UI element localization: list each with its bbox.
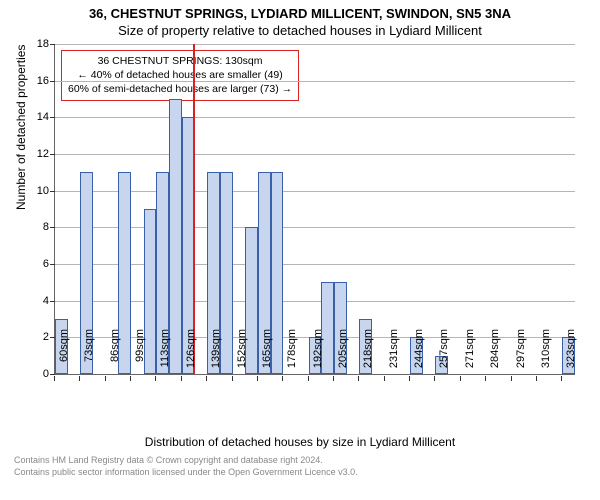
annotation-line3: 60% of semi-detached houses are larger (… xyxy=(68,82,292,96)
x-tick-label: 284sqm xyxy=(489,329,501,384)
y-tick-mark xyxy=(50,44,55,45)
x-tick-mark xyxy=(79,376,80,381)
y-tick-label: 2 xyxy=(25,331,49,343)
y-tick-mark xyxy=(50,374,55,375)
y-tick-mark xyxy=(50,301,55,302)
y-tick-label: 14 xyxy=(25,111,49,123)
y-tick-mark xyxy=(50,117,55,118)
property-marker-line xyxy=(193,44,195,374)
x-tick-label: 86sqm xyxy=(109,329,121,384)
x-tick-mark xyxy=(308,376,309,381)
gridline xyxy=(55,44,575,45)
x-tick-mark xyxy=(460,376,461,381)
y-tick-label: 0 xyxy=(25,368,49,380)
title-subtitle: Size of property relative to detached ho… xyxy=(0,23,600,38)
x-tick-label: 257sqm xyxy=(438,329,450,384)
x-tick-label: 165sqm xyxy=(261,329,273,384)
x-tick-label: 323sqm xyxy=(565,329,577,384)
annotation-line1: 36 CHESTNUT SPRINGS: 130sqm xyxy=(68,54,292,68)
y-tick-mark xyxy=(50,264,55,265)
gridline xyxy=(55,191,575,192)
x-tick-label: 126sqm xyxy=(185,329,197,384)
x-tick-mark xyxy=(434,376,435,381)
property-annotation-box: 36 CHESTNUT SPRINGS: 130sqm ← 40% of det… xyxy=(61,50,299,101)
x-tick-label: 192sqm xyxy=(312,329,324,384)
gridline xyxy=(55,154,575,155)
x-tick-mark xyxy=(485,376,486,381)
y-tick-label: 10 xyxy=(25,185,49,197)
footer-line2: Contains public sector information licen… xyxy=(14,467,600,479)
x-tick-label: 139sqm xyxy=(210,329,222,384)
footer-attribution: Contains HM Land Registry data © Crown c… xyxy=(0,449,600,478)
y-tick-label: 8 xyxy=(25,221,49,233)
x-axis-label: Distribution of detached houses by size … xyxy=(0,435,600,449)
x-tick-label: 310sqm xyxy=(540,329,552,384)
footer-line1: Contains HM Land Registry data © Crown c… xyxy=(14,455,600,467)
x-tick-mark xyxy=(105,376,106,381)
x-tick-label: 178sqm xyxy=(286,329,298,384)
x-tick-label: 113sqm xyxy=(159,329,171,384)
x-tick-mark xyxy=(282,376,283,381)
x-tick-label: 218sqm xyxy=(362,329,374,384)
y-tick-mark xyxy=(50,191,55,192)
x-tick-mark xyxy=(155,376,156,381)
y-tick-label: 12 xyxy=(25,148,49,160)
gridline xyxy=(55,264,575,265)
gridline xyxy=(55,227,575,228)
x-tick-label: 297sqm xyxy=(515,329,527,384)
x-tick-mark xyxy=(333,376,334,381)
x-tick-mark xyxy=(409,376,410,381)
gridline xyxy=(55,301,575,302)
histogram-chart: 36 CHESTNUT SPRINGS: 130sqm ← 40% of det… xyxy=(54,44,575,375)
x-tick-label: 73sqm xyxy=(83,329,95,384)
x-tick-mark xyxy=(358,376,359,381)
y-tick-mark xyxy=(50,81,55,82)
y-tick-label: 18 xyxy=(25,38,49,50)
x-tick-mark xyxy=(181,376,182,381)
x-tick-mark xyxy=(561,376,562,381)
x-tick-mark xyxy=(511,376,512,381)
chart-header: 36, CHESTNUT SPRINGS, LYDIARD MILLICENT,… xyxy=(0,0,600,38)
y-tick-mark xyxy=(50,227,55,228)
y-tick-label: 4 xyxy=(25,295,49,307)
x-tick-label: 205sqm xyxy=(337,329,349,384)
gridline xyxy=(55,81,575,82)
x-tick-mark xyxy=(206,376,207,381)
x-tick-label: 60sqm xyxy=(58,329,70,384)
gridline xyxy=(55,117,575,118)
title-address: 36, CHESTNUT SPRINGS, LYDIARD MILLICENT,… xyxy=(0,6,600,21)
y-tick-label: 6 xyxy=(25,258,49,270)
x-tick-label: 244sqm xyxy=(413,329,425,384)
x-tick-mark xyxy=(232,376,233,381)
x-tick-mark xyxy=(536,376,537,381)
x-tick-mark xyxy=(54,376,55,381)
x-tick-label: 271sqm xyxy=(464,329,476,384)
x-tick-mark xyxy=(384,376,385,381)
histogram-bar xyxy=(169,99,182,374)
y-tick-label: 16 xyxy=(25,75,49,87)
x-tick-mark xyxy=(130,376,131,381)
x-tick-label: 152sqm xyxy=(236,329,248,384)
y-tick-mark xyxy=(50,154,55,155)
x-tick-label: 231sqm xyxy=(388,329,400,384)
x-tick-label: 99sqm xyxy=(134,329,146,384)
x-tick-mark xyxy=(257,376,258,381)
